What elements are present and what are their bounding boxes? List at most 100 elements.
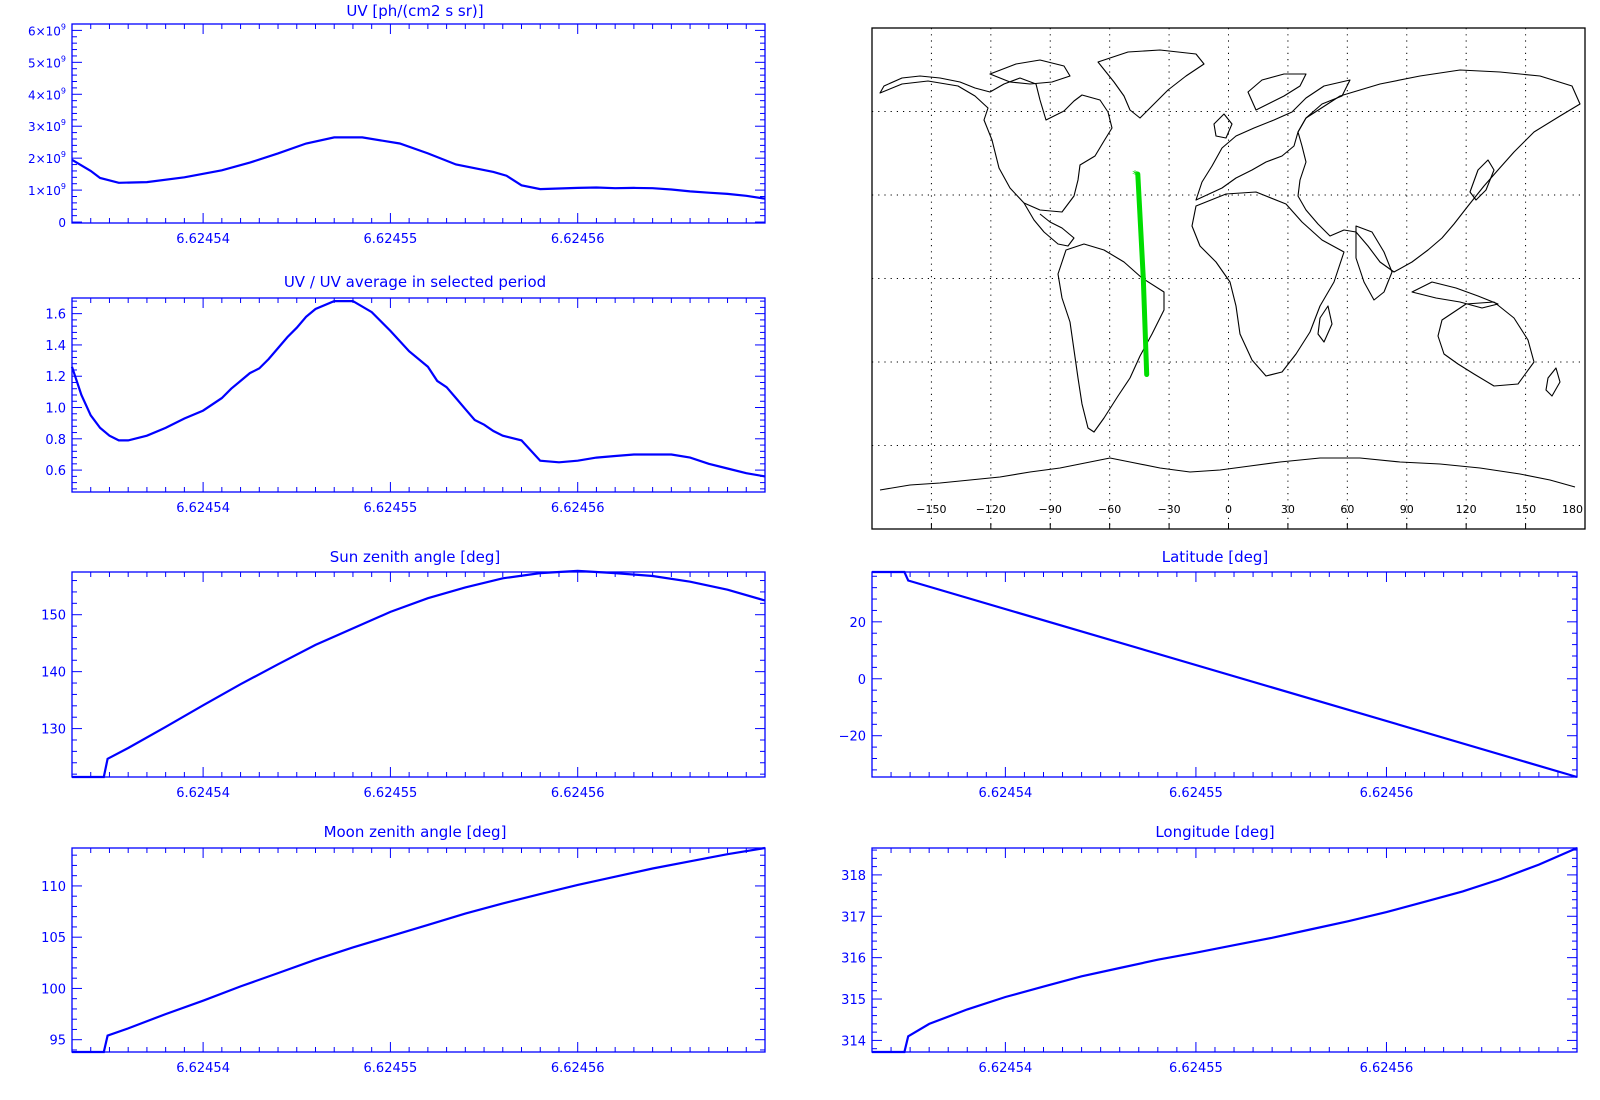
greenland-coast (1097, 49, 1205, 119)
uv-line (71, 136, 766, 200)
map-xtick-label: −60 (1098, 503, 1121, 516)
uv-ticks: 6.62454 6.62455 6.62456 0 1×109 2×109 3×109 4×1… (28, 22, 766, 247)
moon-ytick-label: 110 (41, 880, 66, 895)
madagascar-coast (1317, 305, 1333, 343)
british-isles-coast (1213, 113, 1233, 139)
uvratio-ticks: 6.62454 6.62455 6.62456 0.6 0.8 1.0 1.2 1.4 1.6 (45, 298, 766, 516)
europe-coast (1195, 79, 1351, 201)
central-america-coast (1023, 202, 1075, 247)
uvratio-xtick-label: 6.62454 (176, 501, 230, 516)
uvratio-xtick-label: 6.62456 (551, 501, 605, 516)
sun-frame (71, 571, 766, 778)
moon-line (72, 846, 766, 1054)
uv-ytick-label: 4×109 (28, 86, 66, 102)
sun-ytick-label: 150 (41, 609, 66, 624)
moon-xtick-label: 6.62456 (551, 1061, 605, 1076)
sun-xtick-label: 6.62455 (364, 786, 418, 801)
uv-ytick-label: 1×109 (28, 182, 66, 198)
map-xtick-label: −120 (976, 503, 1006, 516)
arctic-islands-coast (989, 59, 1071, 85)
lon-xtick-label: 6.62454 (978, 1061, 1032, 1076)
uvratio-line (70, 300, 766, 478)
sun-xtick-label: 6.62454 (176, 786, 230, 801)
lon-title: Longitude [deg] (1155, 823, 1274, 841)
map-ticks: −150 −120 −90 −60 −30 0 30 60 90 120 150 180 (916, 503, 1586, 529)
lon-xtick-label: 6.62455 (1169, 1061, 1223, 1076)
uv-title: UV [ph/(cm2 s sr)] (346, 2, 483, 20)
map-coastlines (879, 49, 1581, 491)
moon-ytick-label: 100 (41, 982, 66, 997)
sun-panel: Sun zenith angle [deg] 6.62454 6.62455 6.6… (41, 548, 766, 801)
uvratio-ytick-label: 0.8 (45, 433, 66, 448)
lon-ytick-label: 315 (841, 993, 866, 1008)
map-xtick-label: 60 (1340, 503, 1354, 516)
sun-title: Sun zenith angle [deg] (330, 548, 501, 566)
moon-panel: Moon zenith angle [deg] 6.62454 6.62455 6.… (41, 823, 766, 1076)
uv-ytick-label: 5×109 (28, 54, 66, 70)
lat-xtick-label: 6.62454 (978, 786, 1032, 801)
sun-ytick-label: 130 (41, 723, 66, 738)
uvratio-ytick-label: 0.6 (45, 464, 66, 479)
uv-ytick-label: 3×109 (28, 118, 66, 134)
uv-xtick-label: 6.62455 (364, 232, 418, 247)
uv-ytick-label: 0 (58, 216, 66, 230)
lon-ytick-label: 316 (841, 952, 866, 967)
lon-ticks: 6.62454 6.62455 6.62456 314 315 316 317 318 (841, 848, 1578, 1076)
sun-line (72, 569, 766, 779)
map-track-start-marker: * (1132, 168, 1138, 181)
new-zealand-coast (1545, 367, 1561, 397)
uvratio-ytick-label: 1.0 (45, 402, 66, 417)
map-xtick-label: 0 (1225, 503, 1232, 516)
uvratio-ytick-label: 1.4 (45, 339, 66, 354)
uv-ytick-label: 2×109 (28, 150, 66, 166)
lon-ytick-label: 318 (841, 869, 866, 884)
japan-coast (1469, 159, 1495, 201)
map-panel: * −150 −120 −90 −60 −30 0 30 60 90 120 150 180 (871, 27, 1586, 530)
antarctica-coast (879, 457, 1576, 491)
south-america-coast (1057, 243, 1165, 433)
lat-ytick-label: 20 (849, 616, 866, 631)
moon-ticks: 6.62454 6.62455 6.62456 95 100 105 110 (41, 848, 766, 1076)
uvratio-panel: UV / UV average in selected period 6.624… (45, 273, 766, 516)
uvratio-xtick-label: 6.62455 (364, 501, 418, 516)
lat-panel: Latitude [deg] 6.62454 6.62455 6.62456 −20 0… (839, 548, 1578, 801)
lon-panel: Longitude [deg] 6.62454 6.62455 6.62456 314… (841, 823, 1578, 1076)
sun-xtick-label: 6.62456 (551, 786, 605, 801)
moon-ytick-label: 105 (41, 931, 66, 946)
map-xtick-label: −30 (1157, 503, 1180, 516)
map-xtick-label: 30 (1281, 503, 1295, 516)
uv-frame (71, 23, 766, 224)
lat-ytick-label: −20 (839, 730, 866, 745)
uvratio-ytick-label: 1.2 (45, 370, 66, 385)
lat-title: Latitude [deg] (1162, 548, 1268, 566)
moon-xtick-label: 6.62455 (364, 1061, 418, 1076)
sun-ticks: 6.62454 6.62455 6.62456 130 140 150 (41, 572, 766, 801)
lon-xtick-label: 6.62456 (1360, 1061, 1414, 1076)
moon-xtick-label: 6.62454 (176, 1061, 230, 1076)
moon-frame (71, 847, 766, 1053)
lat-ytick-label: 0 (858, 673, 866, 688)
lon-ytick-label: 317 (841, 910, 866, 925)
map-xtick-label: 150 (1515, 503, 1536, 516)
lat-xtick-label: 6.62455 (1169, 786, 1223, 801)
map-xtick-label: −90 (1039, 503, 1062, 516)
lon-ytick-label: 314 (841, 1034, 866, 1049)
lat-xtick-label: 6.62456 (1360, 786, 1414, 801)
lat-ticks: 6.62454 6.62455 6.62456 −20 0 20 (839, 572, 1578, 801)
uv-xtick-label: 6.62454 (176, 232, 230, 247)
uvratio-frame (71, 297, 766, 493)
india-coast (1355, 225, 1393, 301)
map-xtick-label: 180 (1562, 503, 1583, 516)
asia-coast (1297, 69, 1581, 273)
uvratio-title: UV / UV average in selected period (284, 273, 546, 291)
map-grid (872, 28, 1585, 529)
lon-frame (871, 847, 1578, 1053)
map-xtick-label: 90 (1400, 503, 1414, 516)
moon-title: Moon zenith angle [deg] (324, 823, 507, 841)
lat-frame (871, 571, 1578, 778)
scandinavia-coast (1247, 73, 1307, 111)
uv-panel: UV [ph/(cm2 s sr)] 6.62454 6.62455 6.62456… (28, 2, 766, 247)
map-xtick-label: −150 (916, 503, 946, 516)
lat-line (872, 570, 1578, 779)
